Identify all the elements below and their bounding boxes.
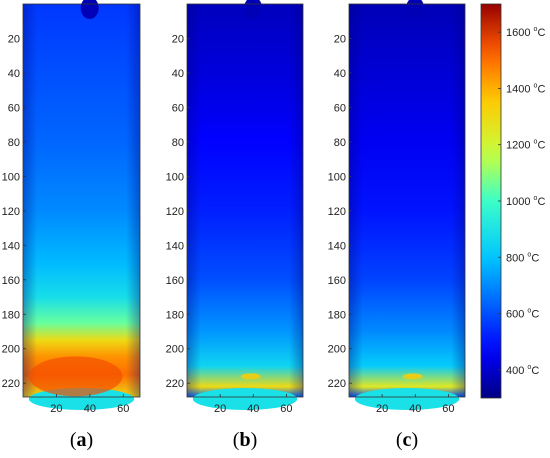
y-tick-label: 140 — [2, 240, 20, 252]
y-tick-label: 20 — [8, 33, 20, 45]
x-tick-label: 20 — [214, 403, 226, 415]
y-tick-label: 60 — [172, 102, 184, 114]
colorbar-tick-label: 800 oC — [506, 251, 539, 264]
panels: 20 40 60 80 100 120 140 160 180 200 220 20 40 60 20 40 6… — [2, 0, 465, 415]
y-tick-label: 100 — [166, 171, 184, 183]
y-tick-label: 40 — [334, 68, 346, 80]
y-tick-label: 20 — [172, 33, 184, 45]
colorbar-tick-label: 400 oC — [506, 364, 539, 377]
panel-labels: (a) (b) (c) — [70, 429, 418, 451]
panel-label-c: (c) — [396, 429, 418, 451]
y-tick-label: 40 — [172, 68, 184, 80]
colorbar-tick-label: 1000 oC — [506, 195, 545, 208]
y-tick-label: 120 — [166, 206, 184, 218]
y-tick-label: 60 — [334, 102, 346, 114]
y-tick-label: 120 — [328, 206, 346, 218]
y-tick-label: 180 — [166, 309, 184, 321]
y-tick-label: 220 — [166, 378, 184, 390]
y-tick-label: 160 — [2, 275, 20, 287]
y-tick-label: 160 — [166, 275, 184, 287]
y-tick-label: 140 — [328, 240, 346, 252]
x-tick-label: 60 — [442, 403, 454, 415]
y-tick-label: 100 — [2, 171, 20, 183]
y-tick-label: 180 — [2, 309, 20, 321]
colorbar-tick-label: 1600 oC — [506, 26, 545, 39]
y-tick-label: 80 — [334, 137, 346, 149]
y-tick-label: 160 — [328, 275, 346, 287]
colorbar-tick-label: 1400 oC — [506, 82, 545, 95]
x-tick-label: 40 — [409, 403, 421, 415]
wall-shading-b — [187, 4, 303, 397]
y-tick-label: 200 — [2, 344, 20, 356]
y-tick-label: 80 — [172, 137, 184, 149]
panel-b: 20 40 60 80 100 120 140 160 180 200 220 20 40 60 — [166, 0, 303, 415]
hot-zone-c — [403, 373, 423, 379]
panel-c: 20 40 60 80 100 120 140 160 180 200 220 20 40 60 — [328, 0, 465, 415]
wall-shading-c — [349, 4, 465, 397]
y-tick-label: 80 — [8, 137, 20, 149]
y-tick-label: 200 — [166, 344, 184, 356]
x-tick-label: 60 — [117, 403, 129, 415]
wall-shading-a — [23, 4, 140, 397]
colorbar-tick-label: 1200 oC — [506, 139, 545, 152]
y-tick-label: 100 — [328, 171, 346, 183]
y-tick-label: 180 — [328, 309, 346, 321]
y-tick-label: 220 — [2, 378, 20, 390]
y-tick-label: 220 — [328, 378, 346, 390]
x-tick-label: 40 — [84, 403, 96, 415]
x-tick-label: 20 — [50, 403, 62, 415]
hot-zone-a — [29, 356, 123, 396]
panel-label-a: (a) — [70, 429, 93, 451]
colorbar: 400 oC 600 oC 800 oC 1000 oC 1200 oC 1400 oC 1… — [481, 4, 545, 398]
x-tick-label: 20 — [376, 403, 388, 415]
x-tick-label: 60 — [280, 403, 292, 415]
y-tick-label: 140 — [166, 240, 184, 252]
colorbar-tick-label: 600 oC — [506, 308, 539, 321]
panel-a: 20 40 60 80 100 120 140 160 180 200 220 20 40 60 — [2, 0, 140, 415]
y-tick-label: 200 — [328, 344, 346, 356]
y-tick-label: 60 — [8, 102, 20, 114]
y-tick-label: 120 — [2, 206, 20, 218]
x-tick-label: 40 — [247, 403, 259, 415]
y-tick-label: 40 — [8, 68, 20, 80]
hot-zone-b — [241, 373, 261, 379]
panel-label-b: (b) — [233, 429, 257, 451]
y-tick-label: 20 — [334, 33, 346, 45]
